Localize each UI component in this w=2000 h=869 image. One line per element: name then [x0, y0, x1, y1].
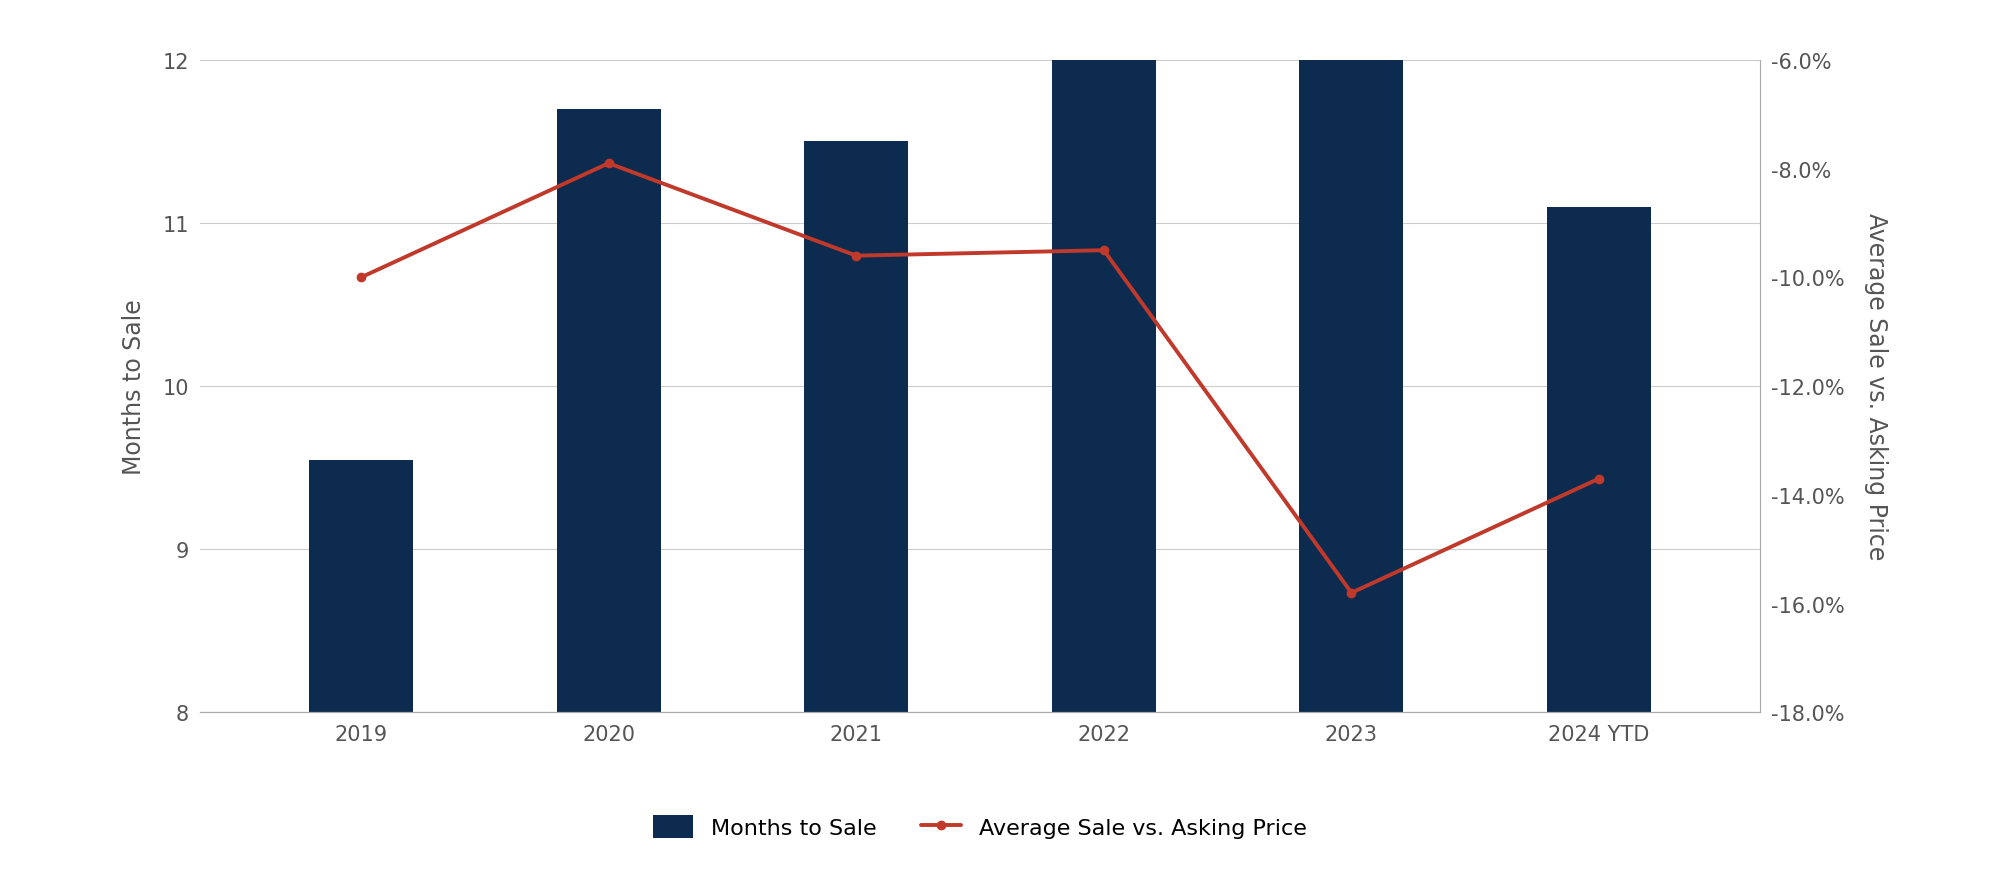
- Bar: [1300, 61, 1404, 869]
- Average Sale vs. Asking Price: [1092, 246, 1116, 256]
- Bar: [1548, 208, 1652, 869]
- Average Sale vs. Asking Price: [348, 273, 372, 283]
- Bar: [308, 460, 412, 869]
- Bar: [1052, 61, 1156, 869]
- Legend: Months to Sale, Average Sale vs. Asking Price: Months to Sale, Average Sale vs. Asking …: [642, 804, 1318, 849]
- Average Sale vs. Asking Price: [844, 251, 868, 262]
- Y-axis label: Average Sale vs. Asking Price: Average Sale vs. Asking Price: [1864, 213, 1888, 561]
- Y-axis label: Months to Sale: Months to Sale: [122, 299, 146, 474]
- Line: Average Sale vs. Asking Price: Average Sale vs. Asking Price: [356, 160, 1604, 597]
- Bar: [556, 109, 660, 869]
- Average Sale vs. Asking Price: [1588, 474, 1612, 484]
- Average Sale vs. Asking Price: [596, 159, 620, 169]
- Bar: [804, 143, 908, 869]
- Average Sale vs. Asking Price: [1340, 587, 1364, 598]
